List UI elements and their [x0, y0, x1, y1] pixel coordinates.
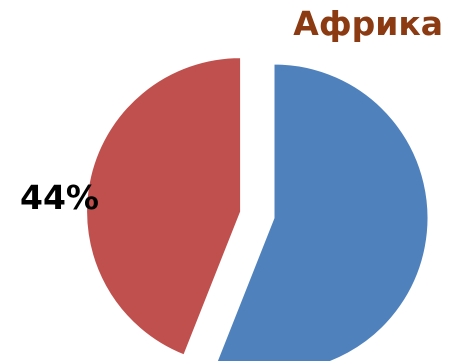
slice-label-1: 44% — [20, 178, 99, 217]
pie-slice-0 — [216, 63, 429, 361]
pie-slice-1 — [86, 57, 242, 356]
chart-title: Африка — [293, 4, 443, 43]
